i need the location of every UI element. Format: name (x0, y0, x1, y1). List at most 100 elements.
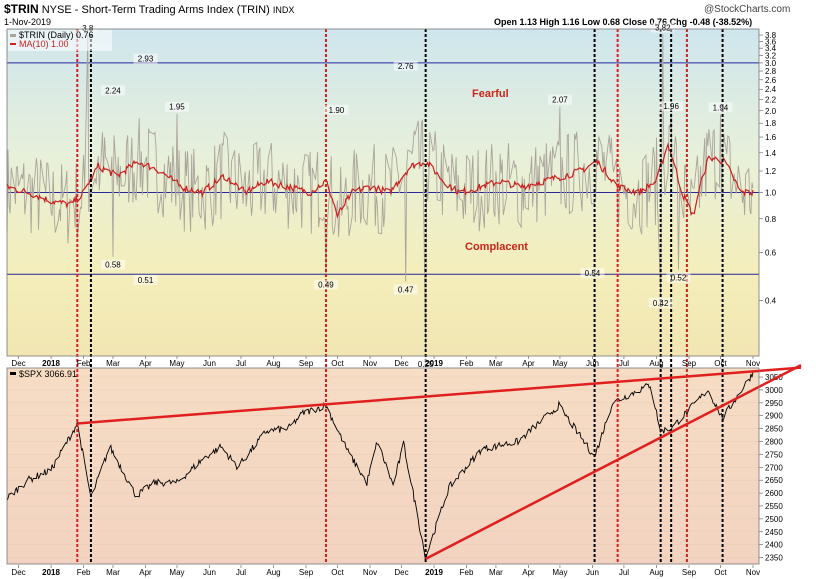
complacent-annotation: Complacent (465, 241, 528, 253)
trin-y-tick-label: 2.0 (765, 107, 777, 116)
chart-header-title: $TRIN NYSE - Short-Term Trading Arms Ind… (4, 2, 295, 16)
trin-legend-background (8, 30, 112, 51)
x-tick-label: Oct (331, 359, 344, 368)
x-tick-label: Jul (619, 568, 629, 577)
spx-y-tick-label: 2600 (765, 489, 783, 498)
x-tick-label: Jun (203, 359, 216, 368)
trin-point-label-bg (580, 268, 605, 279)
x-tick-label: Aug (266, 359, 280, 368)
trin-legend-swatch (10, 34, 16, 37)
trin-y-tick-label: 1.2 (765, 167, 777, 176)
trin-point-label-bg (413, 359, 438, 369)
spx-y-tick-label: 2400 (765, 541, 783, 550)
trin-y-tick-label: 3.6 (765, 37, 777, 46)
trin-panel-frame (6, 28, 760, 357)
x-tick-label: Nov (363, 359, 377, 368)
trin-point-label: 3.8 (82, 24, 94, 33)
suffix-label: INDX (272, 5, 295, 15)
x-tick-label: 2019 (425, 568, 443, 577)
trin-point-label: 0.54 (585, 269, 601, 278)
x-tick-label: Apr (139, 568, 152, 577)
x-tick-label: Feb (460, 359, 474, 368)
x-tick-label: Nov (746, 568, 760, 577)
spx-y-tick-label: 2800 (765, 438, 783, 447)
x-tick-label: Dec (11, 568, 25, 577)
x-tick-label: Mar (106, 359, 120, 368)
trin-y-tick-label: 3.4 (765, 44, 777, 53)
x-tick-label: May (552, 568, 567, 577)
trin-point-label: 0.52 (671, 274, 687, 283)
trin-point-label-bg (133, 274, 158, 285)
trin-point-label-bg (133, 53, 158, 64)
index-name-label: Short-Term Trading Arms Index (TRIN) (81, 4, 270, 16)
spx-trendline (77, 366, 802, 425)
trin-y-tick-label: 1.8 (765, 119, 777, 128)
x-tick-label: May (552, 359, 567, 368)
spx-y-tick-label: 2350 (765, 554, 783, 563)
spx-y-tick-label: 2450 (765, 528, 783, 537)
trin-point-label-bg (650, 22, 675, 33)
x-tick-label: Dec (11, 359, 25, 368)
x-tick-label: May (169, 568, 184, 577)
spx-y-tick-label: 2500 (765, 515, 783, 524)
trin-point-label: 2.93 (138, 55, 154, 64)
spx-y-tick-label: 2750 (765, 450, 783, 459)
trin-point-label: 0.42 (653, 299, 669, 308)
x-tick-label: Apr (139, 359, 152, 368)
trin-point-label: 2.76 (398, 62, 414, 71)
ma-legend-swatch (10, 43, 16, 45)
x-tick-label: Oct (714, 568, 727, 577)
trin-point-label: 3.82 (655, 23, 671, 32)
trin-point-label: 0.25 (418, 360, 434, 369)
trin-y-tick-label: 0.8 (765, 215, 777, 224)
x-tick-label: Jun (203, 568, 216, 577)
trin-y-tick-label: 2.4 (765, 85, 777, 94)
x-tick-label: Nov (363, 568, 377, 577)
trin-point-label-bg (547, 94, 572, 105)
x-tick-label: 2019 (425, 359, 443, 368)
x-tick-label: 2018 (42, 359, 60, 368)
trin-y-tick-label: 0.6 (765, 249, 777, 258)
trin-y-tick-label: 3.8 (765, 31, 777, 40)
x-tick-label: May (169, 359, 184, 368)
spx-y-tick-label: 2850 (765, 425, 783, 434)
trin-point-label: 1.90 (329, 106, 345, 115)
trin-point-label-bg (393, 284, 418, 295)
fearful-annotation: Fearful (472, 88, 509, 100)
trin-point-label-bg (708, 102, 733, 113)
x-tick-label: Mar (489, 359, 503, 368)
trin-y-tick-label: 3.2 (765, 51, 777, 60)
spx-y-tick-label: 3000 (765, 386, 783, 395)
trin-point-label: 1.94 (713, 103, 729, 112)
trin-point-label: 2.07 (552, 96, 568, 105)
x-tick-label: Sep (299, 568, 314, 577)
x-tick-label: Nov (746, 359, 760, 368)
x-tick-label: Jul (619, 359, 629, 368)
x-tick-label: Dec (394, 359, 408, 368)
ma-legend-label: MA(10) 1.00 (19, 39, 69, 49)
trin-point-label: 0.49 (318, 281, 334, 290)
spx-price-line (6, 371, 754, 562)
ohlc-readout: Open 1.13 High 1.16 Low 0.68 Close 0.76 … (494, 17, 753, 27)
trin-y-tick-label: 2.8 (765, 67, 777, 76)
x-tick-label: Jul (236, 359, 246, 368)
x-tick-label: Jun (586, 568, 599, 577)
x-tick-label: Mar (489, 568, 503, 577)
x-tick-label: Aug (266, 568, 280, 577)
chart-date: 1-Nov-2019 (4, 17, 52, 27)
spx-legend-swatch (10, 372, 16, 375)
symbol-label: $TRIN (4, 2, 39, 16)
x-tick-label: Oct (331, 568, 344, 577)
ma10-line (6, 142, 754, 219)
stockcharts-watermark: @StockCharts.com (704, 4, 791, 15)
trin-point-label-bg (324, 104, 349, 115)
trin-point-label: 0.47 (398, 286, 414, 295)
trin-y-tick-label: 2.2 (765, 96, 777, 105)
exchange-label: NYSE (41, 4, 72, 16)
spx-legend: $SPX 3066.91 (10, 369, 77, 379)
trin-point-label: 0.58 (105, 261, 121, 270)
spx-y-tick-label: 3050 (765, 373, 783, 382)
spx-panel-frame (6, 367, 760, 565)
trin-daily-line (6, 34, 754, 352)
